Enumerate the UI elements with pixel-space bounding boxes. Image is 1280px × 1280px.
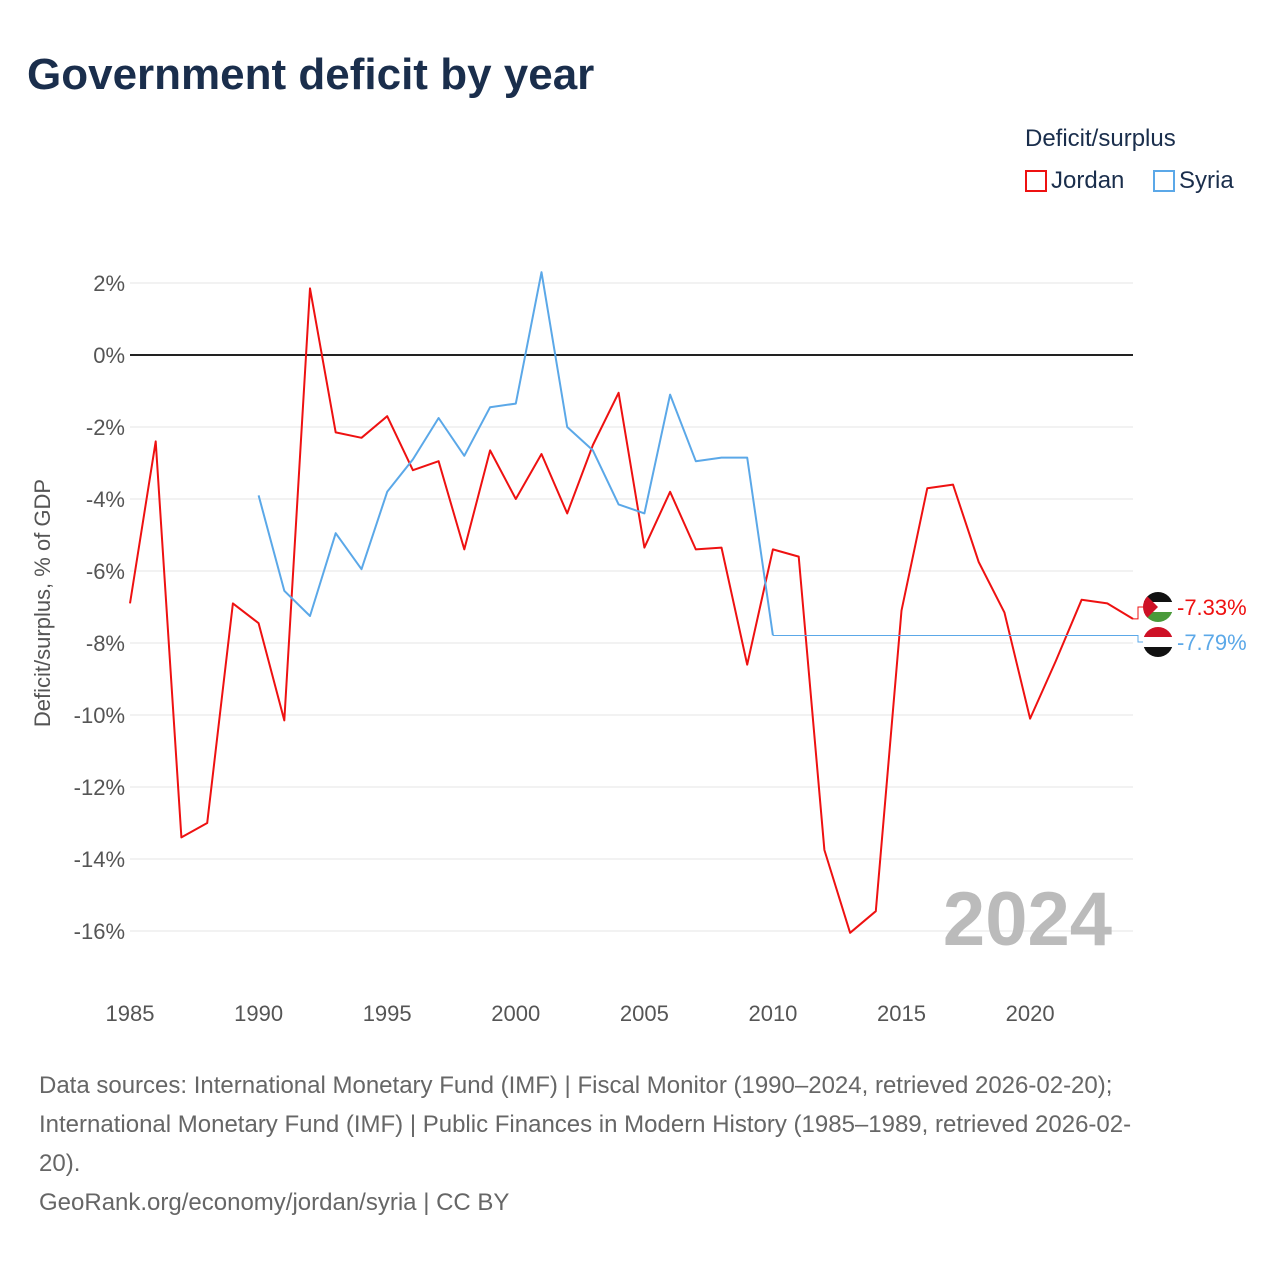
legend-title: Deficit/surplus (1025, 125, 1176, 152)
series-line-syria (257, 271, 774, 636)
x-tick-label: 2015 (877, 1001, 926, 1026)
page-title: Government deficit by year (27, 50, 595, 99)
y-tick-label: -8% (86, 631, 125, 656)
y-tick-label: -10% (74, 703, 125, 728)
end-value-label-syria: -7.79% (1177, 630, 1247, 655)
y-tick-label: -16% (74, 919, 125, 944)
y-tick-label: -12% (74, 775, 125, 800)
y-tick-label: 2% (93, 271, 125, 296)
footer: Data sources: International Monetary Fun… (39, 1066, 1239, 1222)
x-tick-label: 2020 (1006, 1001, 1055, 1026)
y-tick-label: 0% (93, 343, 125, 368)
x-tick-label: 2005 (620, 1001, 669, 1026)
line-chart: 2% 0% -2% -4% -6% -8% -10% -12% -14% -16% 1985 1990… (30, 271, 1247, 1026)
credit-link[interactable]: GeoRank.org/economy/jordan/syria | CC BY (39, 1189, 510, 1216)
end-value-label-jordan: -7.33% (1177, 595, 1247, 620)
y-tick-label: -14% (74, 847, 125, 872)
legend-item-jordan[interactable]: Jordan (1025, 167, 1124, 195)
flag-syria-icon (1143, 627, 1173, 657)
y-axis-label: Deficit/surplus, % of GDP (30, 479, 55, 727)
source-line: Data sources: International Monetary Fun… (39, 1072, 1113, 1099)
source-line: International Monetary Fund (IMF) | Publ… (39, 1111, 1132, 1138)
x-tick-label: 1990 (234, 1001, 283, 1026)
source-line: 20). (39, 1150, 81, 1177)
y-tick-label: -4% (86, 487, 125, 512)
legend-item-syria[interactable]: Syria (1153, 167, 1234, 195)
series-line-jordan (129, 287, 1134, 934)
legend-swatch (1025, 170, 1047, 192)
y-tick-label: -2% (86, 415, 125, 440)
legend-label: Syria (1179, 167, 1234, 194)
label-connector (1133, 606, 1145, 620)
x-tick-label: 1995 (363, 1001, 412, 1026)
legend-label: Jordan (1051, 167, 1125, 194)
y-tick-label: -6% (86, 559, 125, 584)
x-tick-label: 1985 (106, 1001, 155, 1026)
label-connector (1133, 634, 1145, 643)
x-tick-label: 2010 (748, 1001, 797, 1026)
legend-swatch (1153, 170, 1175, 192)
flag-jordan-icon (1143, 592, 1173, 622)
x-tick-label: 2000 (491, 1001, 540, 1026)
year-watermark: 2024 (943, 877, 1112, 962)
